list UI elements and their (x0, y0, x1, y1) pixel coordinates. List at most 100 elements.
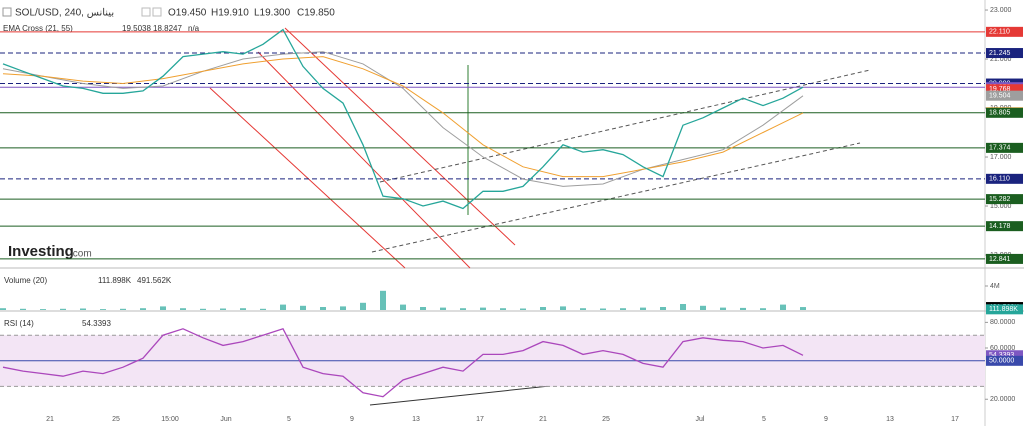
level-label: 12.841 (989, 256, 1011, 263)
volume-bar (800, 307, 806, 310)
volume-bar (280, 304, 286, 310)
volume-value: 491.562K (137, 276, 172, 285)
x-tick-label: 5 (762, 416, 766, 423)
level-label: 21.245 (989, 50, 1011, 57)
volume-bar (480, 307, 486, 310)
rsi-value: 54.3393 (82, 319, 111, 328)
volume-bar (720, 307, 726, 310)
y-tick-label: 20.0000 (990, 396, 1015, 403)
volume-bar (560, 306, 566, 310)
level-label: 18.805 (989, 110, 1011, 117)
volume-value: 111.898K (98, 276, 132, 285)
level-label: 17.374 (989, 145, 1011, 152)
x-tick-label: 25 (112, 416, 120, 423)
volume-bar (420, 307, 426, 310)
level-box (986, 173, 1023, 184)
volume-bar (380, 290, 386, 310)
low: L19.300 (254, 8, 291, 19)
ema-line (2, 56, 804, 178)
level-label: 50.0000 (989, 358, 1014, 365)
ema-value: 18.8247 (153, 24, 182, 33)
level-box (986, 221, 1023, 232)
volume-bar (400, 304, 406, 310)
ema-value: 19.5038 (122, 24, 151, 33)
y-tick-label: 60.0000 (990, 345, 1015, 352)
icon[interactable] (152, 7, 162, 17)
level-box (986, 90, 1023, 101)
y-tick-label: 21.000 (990, 56, 1012, 63)
y-tick-label: 4M (990, 283, 1000, 290)
volume-bar (160, 306, 166, 310)
logo: Investing (8, 243, 74, 260)
volume-bar (300, 305, 306, 310)
price-line (2, 28, 804, 210)
volume-title: Volume (20) (4, 276, 47, 285)
volume-bar (440, 307, 446, 310)
level-box (986, 355, 1023, 366)
volume-bar (700, 305, 706, 310)
volume-bar (220, 308, 226, 310)
volume-bar (80, 308, 86, 310)
volume-bar (0, 308, 6, 310)
volume-bar (620, 308, 626, 310)
high: H19.910 (211, 8, 249, 19)
y-tick-label: 15.000 (990, 203, 1012, 210)
level-label: 54.3393 (989, 352, 1014, 359)
level-label: 19.504 (989, 93, 1011, 100)
channel (209, 27, 516, 269)
volume-bar (140, 308, 146, 310)
volume-bar (320, 307, 326, 310)
symbol: SOL/USD, 240, بينانس (15, 8, 114, 19)
volume-bar (180, 308, 186, 310)
x-tick-label: 15:00 (161, 416, 179, 423)
level-box (986, 253, 1023, 264)
x-tick-label: 5 (287, 416, 291, 423)
x-tick-label: 21 (539, 416, 547, 423)
volume-bar (780, 304, 786, 310)
volume-bar (60, 308, 66, 310)
x-tick-label: 25 (602, 416, 610, 423)
level-box (986, 48, 1023, 59)
volume-bar (20, 308, 26, 310)
volume-bar (660, 307, 666, 310)
indicator-title: EMA Cross (21, 55) (3, 24, 73, 33)
volume-bar (40, 309, 46, 310)
ema-line (2, 51, 804, 187)
level-label: 111.898K (989, 306, 1018, 313)
y-tick-label: 17.000 (990, 154, 1012, 161)
volume-bar (520, 308, 526, 310)
level-label: 14.178 (989, 223, 1011, 230)
volume-bar (200, 308, 206, 310)
level-label: 22.110 (989, 29, 1010, 36)
x-tick-label: 13 (886, 416, 894, 423)
x-tick-label: 13 (412, 416, 420, 423)
volume-bar (260, 308, 266, 310)
volume-bar (740, 307, 746, 310)
rsi-line (2, 328, 804, 398)
open: O19.450 (168, 8, 207, 19)
logo-suffix: .com (70, 249, 92, 260)
trend-channel (371, 69, 871, 253)
level-box (986, 142, 1023, 153)
rsi-title: RSI (14) (4, 319, 34, 328)
volume-bar (240, 308, 246, 310)
level-box (986, 304, 1023, 315)
x-tick-label: Jul (696, 416, 705, 423)
volume-bar (600, 308, 606, 310)
icon[interactable] (2, 7, 12, 17)
level-box (986, 26, 1023, 37)
level-box (986, 84, 1023, 95)
x-tick-label: 9 (824, 416, 828, 423)
x-tick-label: 17 (476, 416, 484, 423)
volume-bar (100, 309, 106, 310)
ema-note: n/a (188, 24, 200, 33)
x-tick-label: 17 (951, 416, 959, 423)
level-label: 19.768 (989, 86, 1011, 93)
x-tick-label: Jun (220, 416, 231, 423)
volume-bar (640, 307, 646, 310)
level-box (986, 194, 1023, 205)
y-tick-label: 80.0000 (990, 319, 1015, 326)
volume-bar (680, 304, 686, 310)
x-tick-label: 21 (46, 416, 54, 423)
icon[interactable] (141, 7, 151, 17)
